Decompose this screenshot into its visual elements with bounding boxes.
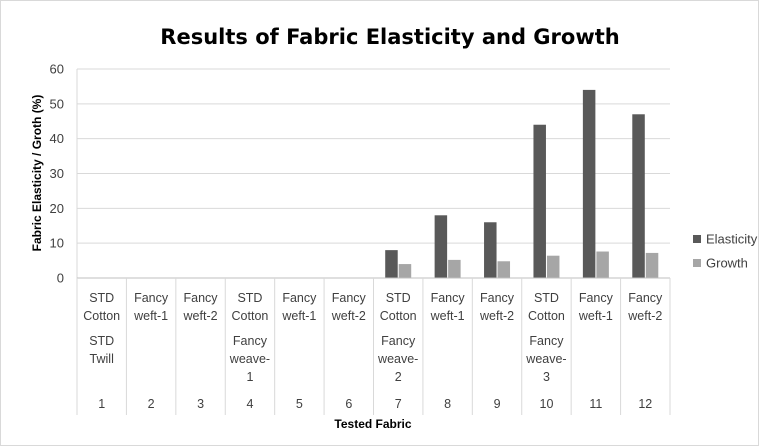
category-label: Fancy weft-2 bbox=[183, 291, 219, 323]
legend-swatch bbox=[693, 259, 701, 267]
y-tick-label: 50 bbox=[50, 96, 64, 111]
y-tick-label: 0 bbox=[57, 271, 64, 286]
group-label: Fancy weave-3 bbox=[525, 334, 566, 384]
category-number: 9 bbox=[494, 397, 501, 411]
category-label: STD Cotton bbox=[83, 291, 120, 323]
bars bbox=[385, 89, 659, 279]
legend-label: Growth bbox=[706, 256, 748, 271]
category-number: 3 bbox=[197, 397, 204, 411]
x-axis-title: Tested Fabric bbox=[334, 417, 411, 431]
category-number: 2 bbox=[148, 397, 155, 411]
legend-label: Elasticity bbox=[706, 232, 758, 247]
bar-growth bbox=[596, 251, 609, 278]
y-tick-label: 60 bbox=[50, 62, 64, 77]
y-tick-label: 30 bbox=[50, 166, 64, 181]
bar-growth bbox=[448, 259, 461, 278]
group-label: STD Twill bbox=[89, 334, 114, 366]
legend-swatch bbox=[693, 235, 701, 243]
bar-elasticity bbox=[632, 114, 645, 279]
bar-growth bbox=[645, 252, 659, 278]
chart-title: Results of Fabric Elasticity and Growth bbox=[160, 25, 619, 49]
category-number: 4 bbox=[246, 397, 253, 411]
bar-growth bbox=[497, 261, 511, 278]
category-number: 11 bbox=[589, 397, 602, 411]
category-label: Fancy weft-2 bbox=[479, 291, 515, 323]
category-label: Fancy weft-1 bbox=[281, 291, 317, 323]
y-tick-label: 20 bbox=[50, 201, 64, 216]
bar-elasticity bbox=[434, 215, 448, 278]
bar-growth bbox=[546, 255, 560, 278]
y-axis-ticks: 0 10 20 30 40 50 60 bbox=[50, 62, 64, 286]
legend: Elasticity Growth bbox=[693, 232, 758, 271]
category-number: 10 bbox=[540, 397, 554, 411]
category-label: Fancy weft-2 bbox=[331, 291, 367, 323]
group-label: Fancy weave-2 bbox=[377, 334, 418, 384]
category-number: 8 bbox=[444, 397, 451, 411]
category-label: STD Cotton bbox=[232, 291, 269, 323]
category-label: Fancy weft-2 bbox=[627, 291, 663, 323]
category-number: 12 bbox=[638, 397, 652, 411]
category-number: 6 bbox=[345, 397, 352, 411]
bar-growth bbox=[398, 264, 412, 278]
bar-elasticity bbox=[533, 124, 546, 278]
y-tick-label: 40 bbox=[50, 131, 64, 146]
x-axis-table: STD Cotton Fancy weft-1 Fancy weft-2 STD Cotton… bbox=[76, 277, 671, 415]
bar-elasticity bbox=[582, 89, 596, 279]
category-number: 5 bbox=[296, 397, 303, 411]
bar-elasticity bbox=[385, 250, 398, 278]
category-label: Fancy weft-1 bbox=[578, 291, 614, 323]
category-label: STD Cotton bbox=[528, 291, 565, 323]
group-label: Fancy weave-1 bbox=[229, 334, 270, 384]
category-number: 1 bbox=[98, 397, 105, 411]
category-label: Fancy weft-1 bbox=[430, 291, 466, 323]
bar-elasticity bbox=[484, 222, 497, 278]
category-label: STD Cotton bbox=[380, 291, 417, 323]
category-number: 7 bbox=[395, 397, 402, 411]
gridlines bbox=[76, 68, 670, 279]
y-axis-title: Fabric Elasticity / Groth (%) bbox=[30, 95, 44, 252]
category-label: Fancy weft-1 bbox=[133, 291, 169, 323]
y-tick-label: 10 bbox=[50, 236, 64, 251]
